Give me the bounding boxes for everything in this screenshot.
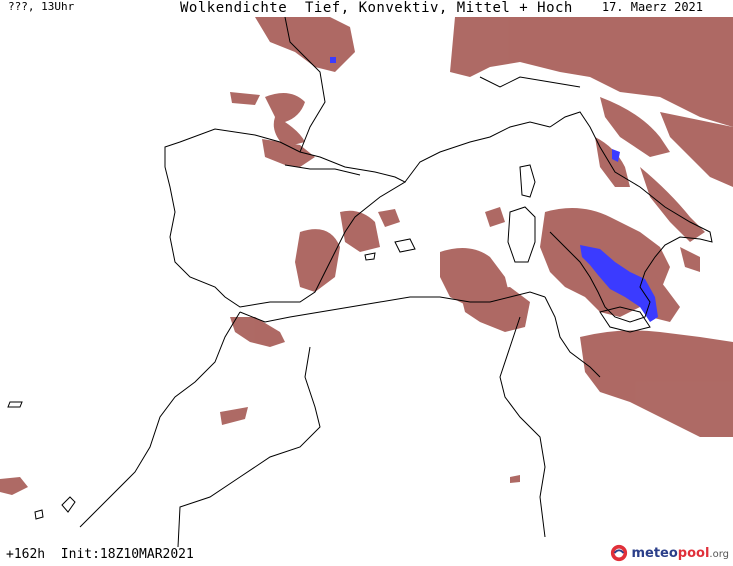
coastline-tunisia [544,296,601,378]
coastline-layer [7,17,713,547]
cloud-area-north-italy [600,97,670,157]
coastline-morocco [79,311,241,528]
cloud-area-italy-center [595,137,630,187]
coastline-canary-1 [34,509,44,520]
border-morocco-algeria [177,346,321,547]
forecast-info: +162h Init:18Z10MAR2021 [6,547,194,562]
cloud-area-valencia [340,210,380,252]
border-algeria-tunisia [499,316,546,538]
valid-time-label: ???, 13Uhr [8,0,75,13]
precip-area-france [330,57,336,63]
cloud-area-france [255,17,355,72]
coastline-italy [549,111,713,323]
cloud-area-adriatic-south [680,247,700,272]
map-title: Wolkendichte Tief, Konvektiv, Mittel + H… [180,0,573,16]
precip-area-italy-center [612,149,620,162]
cloud-area-morocco-small [220,407,248,425]
coastline-north-africa [239,291,546,323]
border-alps [479,76,581,88]
cloud-area-pyrenees [262,139,315,167]
map-date: 17. Maerz 2021 [601,0,703,14]
cloud-area-corsica [485,207,505,227]
cloud-area-gulf-lion [230,92,260,105]
cloud-area-canaries [0,477,28,495]
cloud-area-ionian [580,330,733,437]
cloud-area-biscay [265,93,305,147]
meteopool-logo[interactable]: meteopool.org [610,542,729,564]
cloud-area-tunisia [460,287,530,332]
coastline-sardinia [507,206,536,263]
cloud-area-calabria [625,257,680,322]
cloud-area-gibraltar [230,317,285,347]
coastline-madeira [7,401,23,408]
cloud-area-italy-east [640,167,705,242]
precip-area-calabria [580,245,658,322]
coastline-canary-2 [61,496,76,513]
cloud-area-spain-east [295,229,340,292]
globe-icon [611,544,628,562]
cloud-area-balkans [660,112,733,187]
cloud-area-alps [450,17,733,127]
precipitation-layer [330,57,658,322]
coastline-corsica [519,164,536,198]
coastline-iberia [164,128,407,308]
cloud-area-libya-small [510,475,520,483]
cloud-layer [0,17,733,495]
coastline-france [284,17,326,153]
coastline-sicily [599,306,651,333]
coastline-ibiza [364,252,376,261]
logo-text: meteopool.org [631,545,729,561]
weather-map [0,17,733,547]
coastline-france-med [404,121,551,183]
cloud-area-balearic [378,209,400,227]
border-pyrenees [284,164,361,176]
coastline-mallorca [394,238,416,253]
